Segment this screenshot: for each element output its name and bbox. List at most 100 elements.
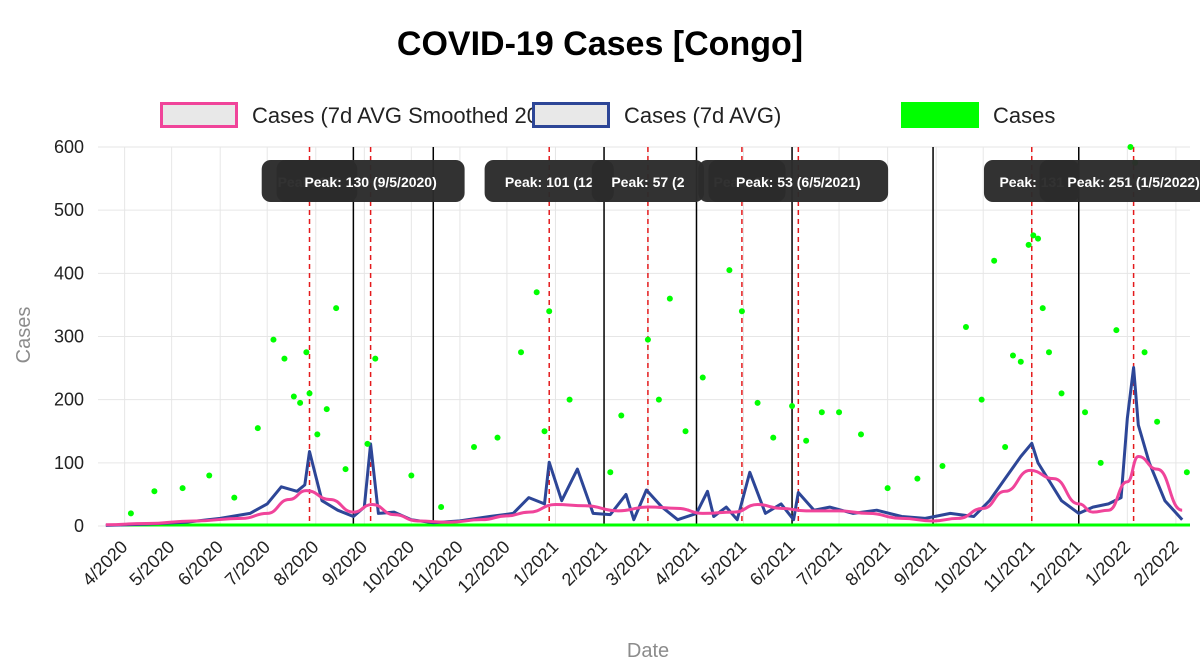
case-point <box>666 295 673 302</box>
case-point <box>1035 235 1042 242</box>
case-point <box>789 402 796 409</box>
case-point <box>939 462 946 469</box>
case-point <box>991 257 998 264</box>
peak-label: Peak: 101 (12 <box>505 174 594 190</box>
x-axis-ticks: 4/20205/20206/20207/20208/20209/202010/2… <box>78 537 1182 597</box>
peak-label: Peak: 57 (2 <box>611 174 684 190</box>
legend-item: Cases (7d AVG Smoothed 200x) <box>160 102 570 128</box>
x-tick-label: 4/2021 <box>650 537 703 590</box>
chart-title: COVID-19 Cases [Congo] <box>397 25 803 63</box>
case-point <box>342 466 349 473</box>
case-point <box>1002 444 1009 451</box>
legend-label: Cases <box>993 103 1055 128</box>
series-line-smoothed <box>105 455 1183 527</box>
case-point <box>738 308 745 315</box>
case-point <box>1127 144 1134 150</box>
y-tick-label: 300 <box>54 327 84 347</box>
case-point <box>1058 390 1065 397</box>
y-axis-title: Cases <box>13 307 35 364</box>
x-tick-label: 10/2021 <box>930 537 990 597</box>
x-tick-label: 2/2021 <box>558 537 611 590</box>
case-point <box>803 437 810 444</box>
x-tick-label: 3/2021 <box>602 537 655 590</box>
case-point <box>754 399 761 406</box>
case-point <box>314 431 321 438</box>
case-point <box>770 434 777 441</box>
case-point <box>281 355 288 362</box>
peak-label: Peak: 251 (1/5/2022) <box>1067 174 1199 190</box>
case-point <box>726 267 733 274</box>
legend-swatch <box>532 102 610 128</box>
case-point <box>270 336 277 343</box>
case-point <box>699 374 706 381</box>
case-point <box>1082 409 1089 416</box>
case-point <box>297 399 304 406</box>
case-point <box>151 488 158 495</box>
y-axis-ticks: 0 100 200 300 400 500 600 <box>54 137 84 536</box>
case-point <box>231 494 238 501</box>
peak-label-box <box>1039 160 1200 202</box>
case-point <box>607 469 614 476</box>
x-axis-title: Date <box>627 640 669 662</box>
x-tick-label: 2/2022 <box>1130 537 1183 590</box>
legend-swatch <box>901 102 979 128</box>
case-point <box>179 485 186 492</box>
y-tick-label: 400 <box>54 263 84 283</box>
y-tick-label: 500 <box>54 200 84 220</box>
case-point <box>372 355 379 362</box>
case-point <box>1030 232 1037 239</box>
case-point <box>206 472 213 479</box>
case-point <box>518 349 525 356</box>
case-point <box>644 336 651 343</box>
case-point <box>836 409 843 416</box>
chart-legend: Cases (7d AVG Smoothed 200x) Cases (7d AV… <box>160 102 1055 128</box>
case-point <box>978 396 985 403</box>
case-point <box>438 504 445 511</box>
y-tick-label: 0 <box>74 516 84 536</box>
x-tick-label: 12/2021 <box>1025 537 1085 597</box>
x-tick-label: 1/2021 <box>509 537 562 590</box>
case-point <box>494 434 501 441</box>
y-tick-label: 600 <box>54 137 84 157</box>
case-point <box>566 396 573 403</box>
peak-label: Peak: 53 (6/5/2021) <box>736 174 861 190</box>
legend-label: Cases (7d AVG Smoothed 200x) <box>252 103 570 128</box>
case-point <box>1097 459 1104 466</box>
peak-label-box <box>708 160 889 202</box>
case-point <box>1183 469 1190 476</box>
case-point <box>127 510 134 517</box>
case-point <box>682 428 689 435</box>
case-point <box>655 396 662 403</box>
peak-label-box <box>276 160 465 202</box>
case-point <box>408 472 415 479</box>
case-point <box>364 440 371 447</box>
legend-swatch <box>160 102 238 128</box>
x-tick-label: 7/2021 <box>793 537 846 590</box>
case-point <box>303 349 310 356</box>
plot-series <box>105 144 1190 527</box>
case-point <box>323 406 330 413</box>
x-tick-label: 7/2020 <box>221 537 274 590</box>
case-point <box>546 308 553 315</box>
case-point <box>914 475 921 482</box>
peak-label: Peak: 130 (9/5/2020) <box>304 174 436 190</box>
chart-gridlines <box>98 146 1190 527</box>
y-tick-label: 200 <box>54 390 84 410</box>
case-point <box>884 485 891 492</box>
case-point <box>533 289 540 296</box>
x-tick-label: 8/2021 <box>841 537 894 590</box>
x-tick-label: 12/2020 <box>454 537 514 597</box>
legend-item: Cases (7d AVG) <box>532 102 781 128</box>
case-point <box>254 425 261 432</box>
case-point <box>290 393 297 400</box>
case-point <box>1017 358 1024 365</box>
legend-label: Cases (7d AVG) <box>624 103 781 128</box>
case-point <box>1045 349 1052 356</box>
case-point <box>1039 305 1046 312</box>
legend-item: Cases <box>901 102 1055 128</box>
x-tick-label: 8/2020 <box>270 537 323 590</box>
x-tick-label: 5/2021 <box>697 537 750 590</box>
peak-annotations: Peak: 118Peak: 130 (9/5/2020)Peak: 101 (… <box>261 160 1200 202</box>
case-point <box>962 324 969 331</box>
case-point <box>857 431 864 438</box>
